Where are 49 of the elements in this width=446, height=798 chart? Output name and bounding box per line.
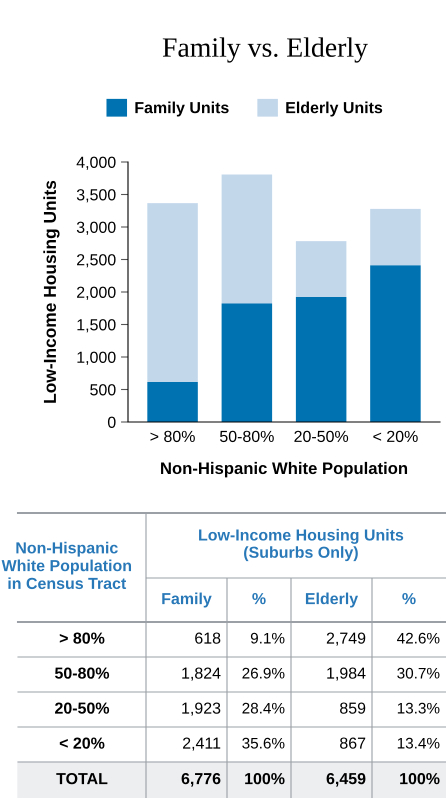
- text: 859: [340, 702, 366, 714]
- text: 26.9%: [242, 668, 284, 679]
- y-tick-label: 1,500: [77, 319, 116, 332]
- text: 618: [195, 632, 220, 644]
- x-tick-label: 20-50%: [294, 430, 348, 442]
- x-tick-label: > 80%: [150, 430, 195, 442]
- legend-label: Elderly Units: [286, 102, 382, 116]
- y-tick-label: 1,000: [77, 352, 116, 365]
- category-label: 20-50%: [55, 702, 110, 714]
- y-axis-title: Low-Income Housing Units: [43, 180, 60, 403]
- y-tick-label: 500: [90, 384, 116, 396]
- y-tick-label: 3,000: [76, 222, 116, 235]
- x-tick-label: 50-80%: [220, 430, 274, 442]
- y-tick-label: 2,500: [77, 254, 116, 268]
- category-label: < 20%: [60, 737, 104, 749]
- chart-title: Family vs. Elderly: [162, 37, 368, 63]
- x-tick-label: < 20%: [373, 430, 418, 442]
- legend-label: Family Units: [135, 102, 229, 116]
- text: 100%: [245, 772, 285, 784]
- text: 2,749: [326, 632, 366, 646]
- category-label: > 80%: [60, 632, 104, 644]
- text: 13.4%: [398, 738, 440, 749]
- text: Non-Hispanic White Population in Census Tract: [2, 542, 132, 590]
- text: Family: [162, 592, 212, 608]
- y-tick-label: 4,000: [76, 156, 116, 170]
- text: 6,459: [326, 772, 366, 787]
- text: 1,824: [182, 667, 221, 681]
- y-tick-label: 0: [108, 416, 116, 428]
- text: 1,984: [327, 667, 366, 681]
- text: 867: [340, 737, 366, 749]
- text: 30.7%: [397, 668, 440, 679]
- text: 1,923: [182, 702, 220, 716]
- y-tick-label: 2,000: [77, 286, 116, 300]
- x-axis-title: Non-Hispanic White Population: [161, 462, 408, 478]
- category-label: 50-80%: [54, 667, 110, 679]
- text: 13.3%: [398, 702, 440, 714]
- text: %: [402, 593, 416, 604]
- text: 35.6%: [242, 738, 284, 749]
- text: Elderly: [306, 592, 358, 608]
- text: 9.1%: [250, 632, 284, 644]
- text: %: [252, 593, 266, 604]
- text: Low-Income Housing Units (Suburbs Only): [199, 528, 404, 562]
- y-tick-label: 3,500: [76, 189, 116, 202]
- text: 100%: [400, 772, 440, 784]
- text: 2,411: [183, 737, 220, 751]
- text: TOTAL: [56, 772, 108, 784]
- text: 42.6%: [397, 632, 440, 644]
- text: 6,776: [182, 772, 220, 787]
- text: 28.4%: [242, 702, 284, 714]
